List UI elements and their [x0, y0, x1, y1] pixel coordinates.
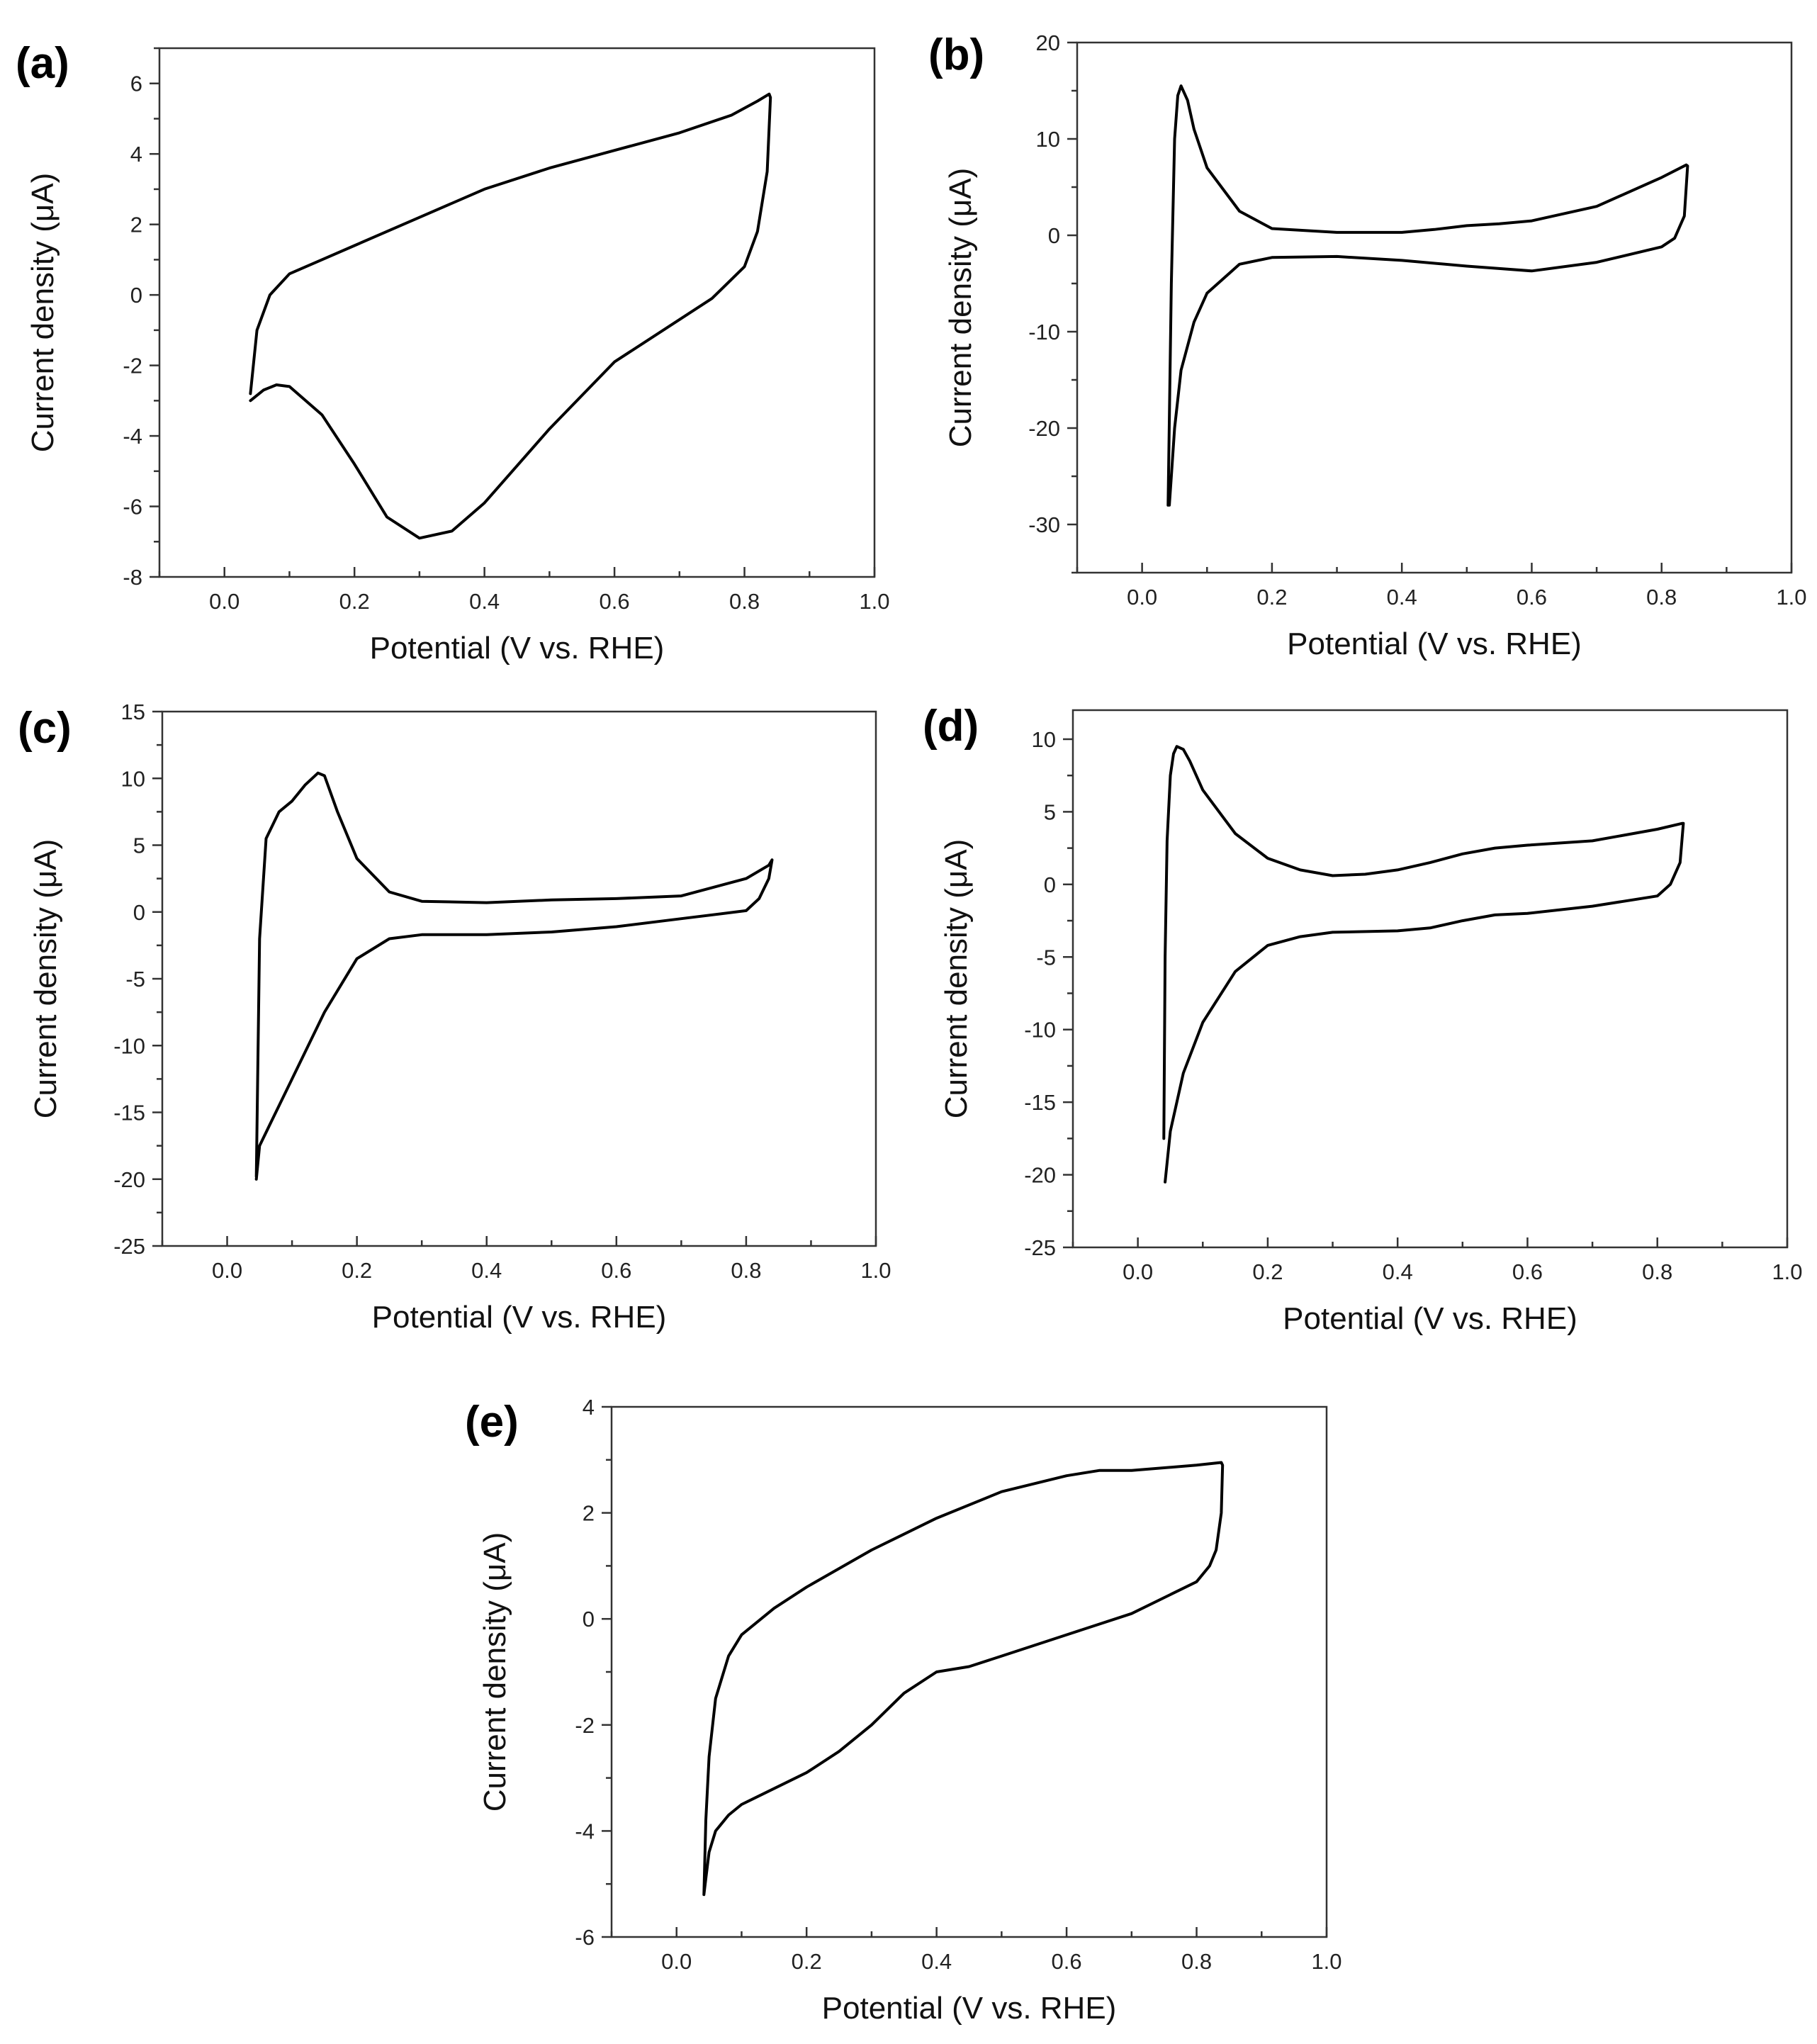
x-axis-title: Potential (V vs. RHE): [372, 1300, 667, 1335]
x-axis-title: Potential (V vs. RHE): [370, 631, 665, 666]
x-tick-label: 0.0: [1123, 1259, 1153, 1284]
panel-label: (d): [923, 702, 979, 751]
panel-d: 0.0 0.2 0.4 0.6 0.8 1.0 -25 -20 -15 -10 -5 0 5 10 Pote…: [923, 702, 1803, 1336]
y-tick-label: -20: [1028, 416, 1060, 441]
cv-curve: [254, 771, 774, 1181]
x-tick-label: 0.8: [1642, 1259, 1672, 1284]
panel-e: 0.0 0.2 0.4 0.6 0.8 1.0 -6 -4 -2 0 2 4 Potential (V …: [465, 1395, 1342, 2026]
x-tick-label: 1.0: [859, 589, 889, 614]
y-tick-label: -15: [1024, 1090, 1056, 1115]
y-tick-label: -5: [125, 967, 145, 992]
panel-b: 0.0 0.2 0.4 0.6 0.8 1.0 -30 -20 -10 0 10 20 Potentia…: [928, 30, 1807, 661]
y-axis-title: Current density (μA): [939, 839, 974, 1119]
y-tick-label: 4: [583, 1395, 595, 1420]
x-tick-label: 0.6: [1512, 1259, 1543, 1284]
x-tick-label: 0.0: [661, 1949, 692, 1974]
y-tick-label: 10: [121, 766, 145, 791]
panel-label: (a): [16, 39, 69, 88]
plot-frame: [161, 710, 877, 1247]
y-tick-label: 4: [130, 142, 142, 167]
y-tick-label: 0: [1048, 223, 1060, 248]
y-axis-title: Current density (μA): [28, 839, 63, 1119]
y-tick-label: 2: [583, 1501, 595, 1526]
y-tick-label: -15: [113, 1101, 145, 1125]
y-tick-label: 20: [1036, 30, 1060, 55]
y-tick-label: -30: [1028, 512, 1060, 537]
x-tick-label: 0.8: [729, 589, 760, 614]
y-tick-label: -8: [123, 565, 142, 590]
y-tick-label: -25: [113, 1234, 145, 1259]
panel-label: (e): [465, 1398, 519, 1447]
plot-frame: [1076, 41, 1793, 574]
y-tick-label: 5: [133, 833, 145, 858]
x-axis-title: Potential (V vs. RHE): [1283, 1301, 1577, 1336]
y-tick-label: -10: [1028, 320, 1060, 344]
x-tick-label: 0.0: [209, 589, 240, 614]
x-tick-label: 0.2: [339, 589, 370, 614]
cv-curve: [1166, 84, 1689, 507]
y-tick-label: 0: [583, 1607, 595, 1632]
y-tick-label: -5: [1036, 945, 1056, 970]
x-tick-label: 0.6: [600, 589, 630, 614]
x-tick-label: 0.2: [792, 1949, 822, 1974]
x-tick-label: 0.6: [1052, 1949, 1082, 1974]
x-tick-label: 0.2: [1256, 585, 1287, 610]
x-tick-label: 0.4: [471, 1258, 502, 1283]
y-axis-title: Current density (μA): [478, 1532, 512, 1812]
x-tick-label: 0.8: [731, 1258, 761, 1283]
panel-label: (c): [18, 704, 72, 753]
y-tick-label: -4: [575, 1819, 595, 1843]
x-tick-label: 0.8: [1646, 585, 1677, 610]
y-axis-title: Current density (μA): [26, 173, 60, 453]
x-tick-label: 0.2: [342, 1258, 372, 1283]
x-tick-label: 1.0: [860, 1258, 891, 1283]
panel-label: (b): [928, 30, 984, 79]
x-tick-label: 0.4: [1387, 585, 1417, 610]
y-tick-label: -2: [575, 1713, 595, 1738]
x-axis-title: Potential (V vs. RHE): [1287, 627, 1582, 661]
y-tick-label: -10: [113, 1033, 145, 1058]
y-tick-label: -25: [1024, 1235, 1056, 1260]
y-axis-title: Current density (μA): [943, 168, 978, 448]
x-tick-label: 1.0: [1311, 1949, 1341, 1974]
panel-c: 0.0 0.2 0.4 0.6 0.8 1.0 -25 -20 -15 -10 -5 0 5 10 15 Po…: [18, 700, 891, 1335]
y-tick-label: -10: [1024, 1018, 1056, 1043]
x-tick-label: 0.0: [1127, 585, 1157, 610]
y-tick-label: 15: [121, 700, 145, 724]
plot-frame: [1071, 709, 1789, 1249]
x-tick-label: 0.6: [1517, 585, 1547, 610]
x-tick-label: 0.2: [1252, 1259, 1283, 1284]
x-axis-title: Potential (V vs. RHE): [822, 1991, 1117, 2026]
plot-frame: [158, 47, 876, 578]
cv-curve: [249, 92, 772, 540]
y-tick-label: 10: [1032, 727, 1056, 752]
plot-frame: [610, 1405, 1328, 1938]
y-tick-label: -4: [123, 424, 142, 449]
x-tick-label: 0.0: [212, 1258, 242, 1283]
y-tick-label: -2: [123, 354, 142, 378]
x-tick-label: 0.4: [469, 589, 500, 614]
y-tick-label: -20: [1024, 1163, 1056, 1188]
x-tick-label: 1.0: [1776, 585, 1806, 610]
y-tick-label: 0: [130, 283, 142, 308]
y-tick-label: 5: [1044, 799, 1056, 824]
x-tick-label: 0.4: [921, 1949, 952, 1974]
x-tick-label: 1.0: [1772, 1259, 1802, 1284]
y-tick-label: 0: [1044, 872, 1056, 897]
x-tick-label: 0.4: [1383, 1259, 1413, 1284]
y-tick-label: 0: [133, 900, 145, 925]
y-tick-label: 6: [130, 72, 142, 96]
x-tick-label: 0.8: [1181, 1949, 1212, 1974]
y-tick-label: -20: [113, 1167, 145, 1192]
y-tick-label: 10: [1036, 127, 1060, 152]
cv-curve: [702, 1461, 1225, 1897]
panel-a: 0.0 0.2 0.4 0.6 0.8 1.0 -8 -6 -4 -2 0 2 4 6 Potential …: [16, 39, 890, 666]
y-tick-label: -6: [123, 495, 142, 520]
cv-curve: [1162, 745, 1685, 1184]
y-tick-label: -6: [575, 1925, 595, 1950]
x-tick-label: 0.6: [601, 1258, 631, 1283]
y-tick-label: 2: [130, 213, 142, 237]
